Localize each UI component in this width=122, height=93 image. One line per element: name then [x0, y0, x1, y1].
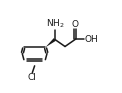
Text: Cl: Cl [28, 73, 37, 82]
Text: OH: OH [84, 35, 98, 44]
Text: NH$_2$: NH$_2$ [46, 17, 64, 30]
Polygon shape [45, 38, 56, 47]
Text: O: O [72, 20, 79, 29]
